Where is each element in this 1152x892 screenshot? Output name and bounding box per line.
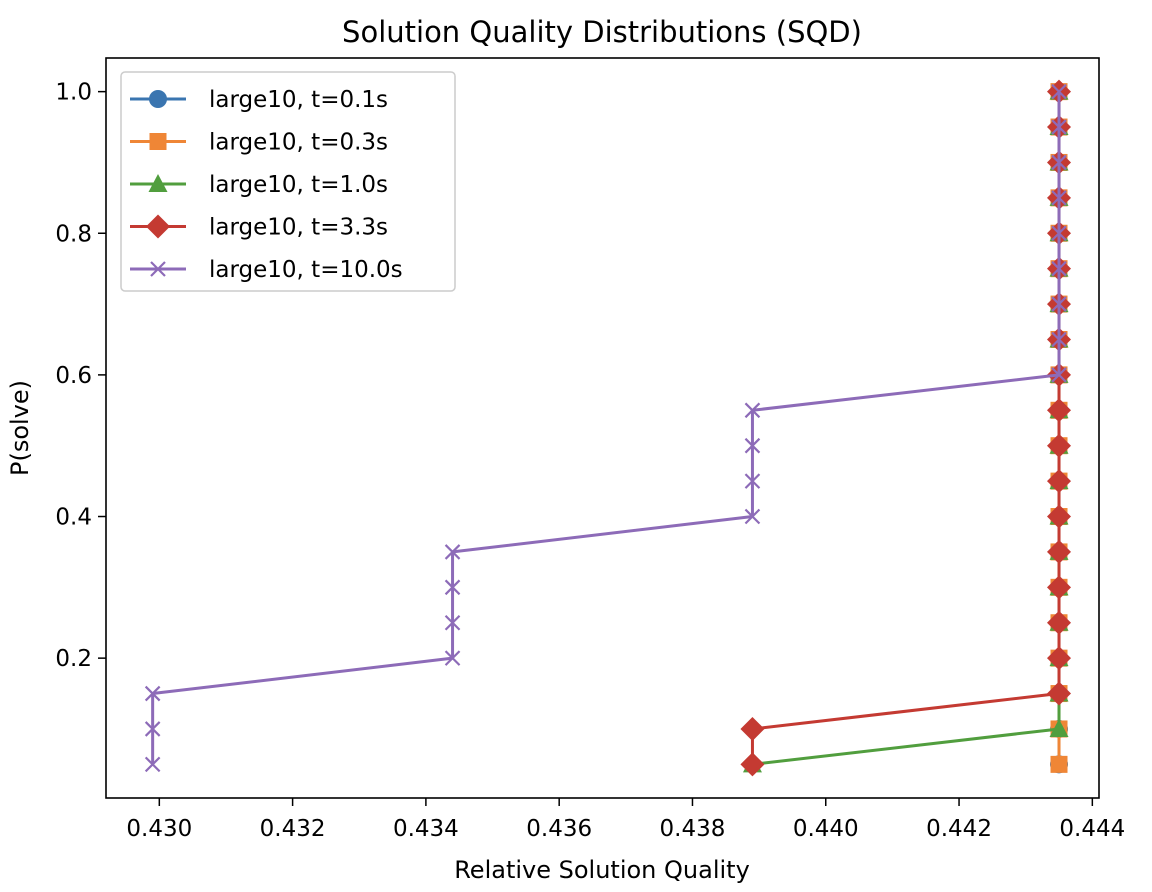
data-point [144,685,161,702]
data-point [1047,575,1072,600]
data-point [444,650,461,666]
data-point [1051,260,1067,277]
y-tick-label: 0.4 [55,505,92,531]
series-5 [144,83,1067,773]
data-point [1047,539,1072,564]
data-point [1047,469,1072,494]
data-point [1047,681,1072,706]
x-tick-label: 0.438 [660,816,726,842]
legend-label: large10, t=10.0s [209,257,403,283]
plot-area [144,79,1072,777]
data-point [744,508,761,525]
data-point [144,721,161,737]
y-axis-label: P(solve) [6,380,34,476]
chart-title: Solution Quality Distributions (SQD) [342,15,862,49]
legend: large10, t=0.1s large10, t=0.3s large10, t… [120,71,456,292]
legend-marker [149,90,167,108]
legend-marker [148,174,168,192]
data-point [144,756,161,773]
x-axis: 0.430 0.432 0.434 0.436 0.438 0.440 0.442 0.444 [126,798,1125,842]
data-point [1051,331,1067,348]
legend-marker [146,214,170,239]
data-point [1051,367,1067,383]
data-point [744,473,761,489]
y-axis: 0.2 0.4 0.6 0.8 1.0 [55,80,106,672]
x-tick-label: 0.442 [926,816,992,842]
legend-label: large10, t=0.1s [209,87,388,113]
y-tick-label: 0.6 [55,363,92,389]
data-point [744,402,761,419]
data-point [444,544,461,560]
legend-entry: large10, t=3.3s [130,214,388,241]
data-point [1047,504,1072,529]
data-point [1051,119,1067,135]
x-tick-label: 0.432 [260,816,326,842]
x-tick-label: 0.440 [793,816,859,842]
data-point [1051,154,1067,171]
data-point [1049,718,1069,737]
legend-marker [149,133,167,150]
data-point [1051,225,1067,242]
data-point [1051,83,1067,100]
data-point [1047,398,1072,423]
data-point [740,716,765,741]
data-point [744,437,761,454]
data-point [1050,755,1068,773]
legend-entry: large10, t=0.1s [130,87,388,113]
legend-label: large10, t=1.0s [209,172,388,198]
x-axis-label: Relative Solution Quality [454,856,750,884]
legend-label: large10, t=3.3s [209,215,388,241]
legend-label: large10, t=0.3s [209,130,388,156]
x-tick-label: 0.444 [1059,816,1125,842]
y-tick-label: 0.8 [55,221,92,247]
data-point [444,614,461,631]
y-tick-label: 1.0 [55,80,92,106]
data-point [1047,433,1072,458]
y-tick-label: 0.2 [55,646,92,672]
data-point [1051,296,1067,312]
legend-marker [150,261,166,277]
data-point [740,752,765,777]
x-tick-label: 0.430 [126,816,192,842]
plot-frame [105,57,1100,799]
legend-box [120,71,456,292]
data-point [1051,190,1067,206]
data-point [1047,646,1072,671]
legend-entry: large10, t=1.0s [130,172,388,198]
data-point [444,579,461,596]
legend-entry: large10, t=0.3s [130,130,388,156]
x-tick-label: 0.436 [526,816,592,842]
legend-entry: large10, t=10.0s [130,257,403,283]
x-tick-label: 0.434 [393,816,459,842]
data-point [1047,610,1072,635]
series-line [151,91,1061,765]
